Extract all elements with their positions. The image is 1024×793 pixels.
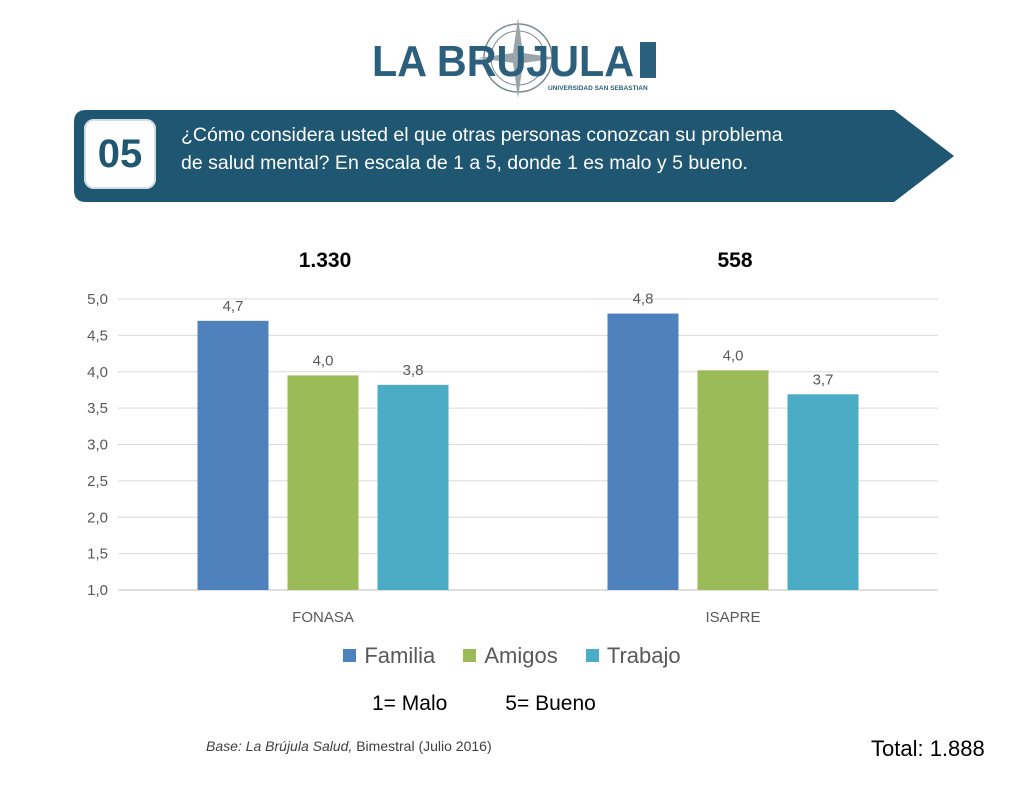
logo-subtext: UNIVERSIDAD SAN SEBASTIAN <box>548 85 648 92</box>
question-line-1: ¿Cómo considera usted el que otras perso… <box>181 124 783 146</box>
legend-label-trabajo: Trabajo <box>606 642 681 668</box>
source-note: Base: La Brújula Salud, Bimestral (Julio… <box>206 738 492 754</box>
bar-amigos-fonasa <box>287 375 359 590</box>
question-number-badge: 05 <box>84 119 156 189</box>
logo-side-tag <box>640 42 656 78</box>
y-tick-label: 2,0 <box>87 509 108 526</box>
data-label: 4,8 <box>633 291 654 308</box>
compass-rose-icon <box>478 18 558 98</box>
data-label: 4,7 <box>223 298 244 315</box>
data-label: 3,7 <box>813 371 834 388</box>
legend-swatch-amigos <box>463 649 477 662</box>
bar-trabajo-fonasa <box>377 384 449 590</box>
bar-familia-isapre <box>607 313 679 590</box>
data-label: 3,8 <box>403 362 424 379</box>
chart-legend: Familia Amigos Trabajo <box>0 642 1024 669</box>
question-number: 05 <box>97 131 143 176</box>
scale-high-label: 5= Bueno <box>505 692 596 715</box>
y-tick-label: 4,5 <box>87 327 108 344</box>
bar-chart: 1,0 1,5 2,0 2,5 3,0 3,5 4,0 4,5 5,0 4,7 4,0 3,8 FONA… <box>87 249 938 626</box>
legend-item-amigos: Amigos <box>463 642 558 669</box>
y-tick-label: 1,5 <box>87 546 108 563</box>
total-count: Total: 1.888 <box>871 736 985 761</box>
legend-label-amigos: Amigos <box>484 642 558 668</box>
y-tick-label: 2,5 <box>87 473 108 490</box>
scale-note: 1= Malo 5= Bueno <box>372 692 596 716</box>
legend-swatch-familia <box>343 649 357 662</box>
group-total-label: 1.330 <box>299 249 352 272</box>
source-name: Base: La Brújula Salud, <box>206 738 353 754</box>
question-line-2: de salud mental? En escala de 1 a 5, don… <box>181 152 748 174</box>
data-label: 4,0 <box>723 347 744 364</box>
bar-amigos-isapre <box>697 370 769 590</box>
y-tick-label: 4,0 <box>87 364 108 381</box>
y-tick-label: 3,5 <box>87 400 108 417</box>
legend-item-trabajo: Trabajo <box>585 642 681 669</box>
x-category-label: FONASA <box>292 609 354 626</box>
y-tick-label: 3,0 <box>87 437 108 454</box>
question-text: ¿Cómo considera usted el que otras perso… <box>181 121 881 177</box>
banner-arrow-shape <box>74 110 954 202</box>
legend-swatch-trabajo <box>585 649 599 662</box>
source-period: Bimestral (Julio 2016) <box>352 738 492 754</box>
la-brujula-logo: LA BRUJULA UNIVERSIDAD SAN SEBASTIAN <box>372 18 656 98</box>
data-label: 4,0 <box>313 352 334 369</box>
question-banner <box>74 110 954 202</box>
legend-item-familia: Familia <box>343 643 435 669</box>
legend-label-familia: Familia <box>364 642 436 668</box>
scale-low-label: 1= Malo <box>372 692 448 715</box>
logo-wordmark: LA BRUJULA <box>372 37 634 86</box>
bar-familia-fonasa <box>197 320 269 590</box>
y-tick-label: 5,0 <box>87 291 108 308</box>
y-tick-label: 1,0 <box>87 582 108 599</box>
x-category-label: ISAPRE <box>705 609 760 626</box>
bar-trabajo-isapre <box>787 394 859 590</box>
group-total-label: 558 <box>717 249 752 272</box>
